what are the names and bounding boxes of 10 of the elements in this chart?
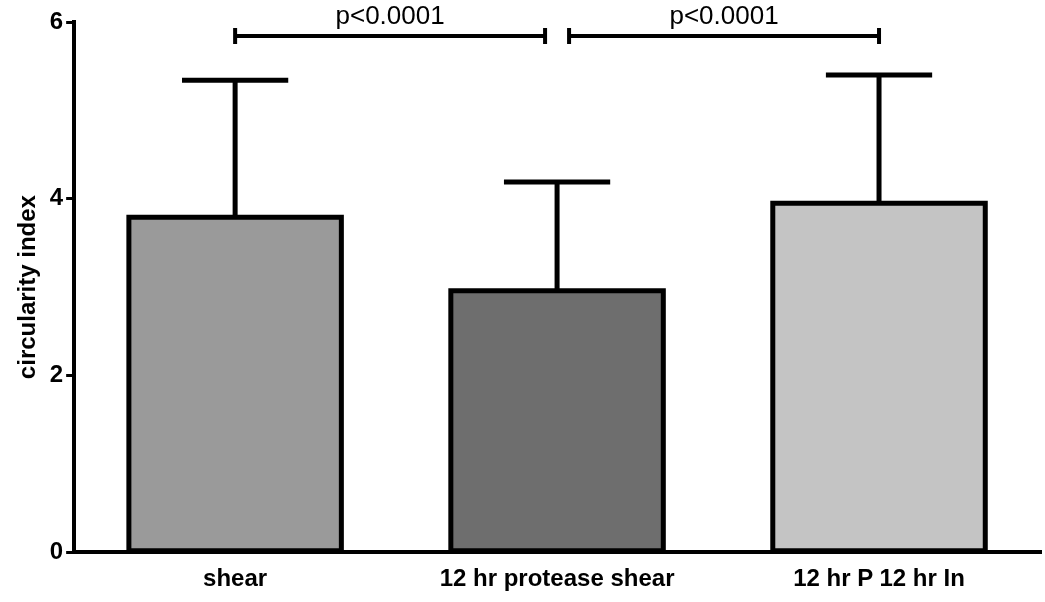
x-tick-label: 12 hr P 12 hr In [793, 564, 965, 592]
x-tick-label: shear [203, 564, 268, 592]
y-tick-label: 4 [49, 183, 64, 211]
y-tick-label: 6 [49, 6, 64, 34]
annotation: p<0.0001 [335, 0, 445, 31]
y-tick-label: 0 [49, 536, 64, 564]
y-axis-title: circularity index [13, 194, 41, 380]
annotation: p<0.0001 [669, 0, 779, 31]
y-tick-label: 2 [49, 360, 64, 388]
x-tick-label: 12 hr protease shear [439, 564, 675, 592]
